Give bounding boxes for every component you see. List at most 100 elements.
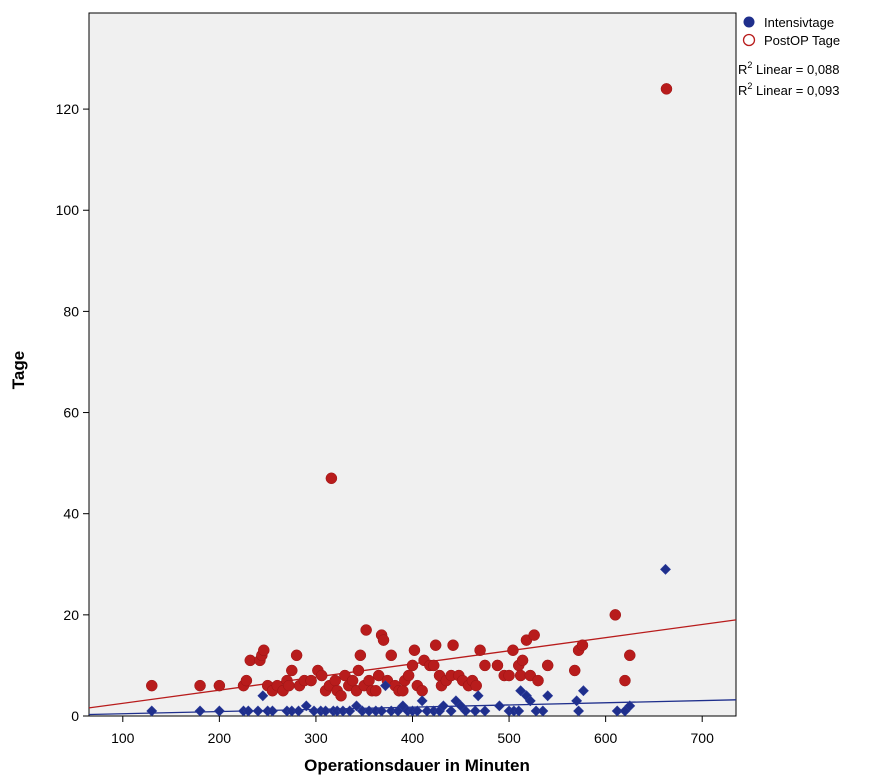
data-point-postop-tage	[541, 659, 554, 672]
data-point-intensivtage	[573, 705, 585, 717]
legend-marker-open-circle	[742, 33, 756, 47]
y-tick-label: 100	[56, 202, 80, 218]
x-axis: 100 200 300 400 500 600 700	[111, 716, 714, 746]
data-points	[146, 83, 673, 717]
x-axis-title: Operationsdauer in Minuten	[304, 756, 530, 775]
data-point-intensivtage	[624, 700, 636, 712]
data-point-intensivtage	[611, 705, 623, 717]
legend-label-1: Intensivtage	[764, 15, 834, 30]
data-point-postop-tage	[315, 669, 328, 682]
data-point-postop-tage	[447, 639, 459, 651]
data-point-intensivtage	[416, 695, 428, 707]
data-point-postop-tage	[354, 649, 367, 662]
data-point-intensivtage	[472, 690, 484, 702]
data-point-postop-tage	[479, 659, 491, 672]
data-point-intensivtage	[376, 705, 388, 717]
data-point-postop-tage	[360, 624, 372, 636]
y-tick-label: 20	[63, 607, 79, 623]
data-point-intensivtage	[445, 705, 457, 717]
data-point-intensivtage	[515, 685, 527, 697]
data-point-postop-tage	[286, 664, 298, 677]
data-point-intensivtage	[660, 563, 671, 575]
x-tick-label: 300	[304, 730, 328, 746]
data-point-intensivtage	[300, 700, 312, 712]
data-point-postop-tage	[244, 654, 257, 667]
y-tick-label: 40	[63, 506, 79, 522]
data-point-intensivtage	[194, 705, 206, 717]
data-point-postop-tage	[507, 644, 519, 657]
data-point-postop-tage	[406, 659, 419, 672]
data-point-intensivtage	[380, 680, 391, 692]
data-point-postop-tage	[470, 679, 482, 692]
r2-label-2: R2 Linear = 0,093	[738, 81, 840, 98]
data-point-intensivtage	[524, 695, 536, 707]
legend: Intensivtage PostOP Tage R2 Linear = 0,0…	[738, 15, 840, 98]
data-point-postop-tage	[427, 659, 440, 672]
data-point-postop-tage	[146, 679, 158, 692]
x-tick-label: 100	[111, 730, 135, 746]
data-point-intensivtage	[411, 705, 423, 717]
data-point-postop-tage	[194, 679, 206, 692]
data-point-postop-tage	[325, 472, 338, 485]
data-point-postop-tage	[363, 674, 375, 687]
data-point-postop-tage	[335, 690, 347, 702]
data-point-intensivtage	[437, 700, 449, 712]
data-point-intensivtage	[267, 705, 278, 717]
data-point-postop-tage	[397, 684, 409, 697]
data-point-intensivtage	[293, 705, 304, 717]
data-point-postop-tage	[240, 674, 253, 687]
data-point-intensivtage	[460, 705, 472, 717]
data-point-postop-tage	[283, 679, 295, 692]
data-point-postop-tage	[372, 669, 385, 682]
plot-area	[88, 12, 737, 717]
data-point-postop-tage	[385, 649, 398, 662]
data-point-intensivtage	[479, 705, 491, 717]
x-tick-label: 700	[691, 730, 715, 746]
data-point-postop-tage	[624, 649, 636, 662]
data-point-intensivtage	[513, 705, 525, 717]
y-tick-label: 0	[71, 708, 79, 724]
data-point-intensivtage	[146, 705, 158, 717]
legend-label-2: PostOP Tage	[764, 33, 840, 48]
data-point-postop-tage	[514, 669, 527, 682]
x-tick-label: 400	[401, 730, 425, 746]
data-point-intensivtage	[351, 700, 362, 712]
data-point-postop-tage	[377, 634, 390, 646]
data-point-postop-tage	[491, 659, 504, 672]
y-tick-label: 120	[56, 101, 80, 117]
x-tick-label: 600	[594, 730, 618, 746]
data-point-intensivtage	[542, 690, 554, 702]
data-point-intensivtage	[493, 700, 505, 712]
data-point-postop-tage	[474, 644, 486, 657]
data-point-postop-tage	[429, 639, 442, 651]
data-point-postop-tage	[503, 669, 515, 682]
data-point-postop-tage	[370, 684, 382, 697]
data-point-intensivtage	[257, 690, 269, 702]
data-point-postop-tage	[528, 629, 540, 641]
data-point-postop-tage	[408, 644, 421, 657]
data-point-intensivtage	[213, 705, 225, 717]
data-point-intensivtage	[252, 705, 264, 717]
data-point-postop-tage	[402, 669, 415, 682]
data-point-postop-tage	[516, 654, 529, 667]
y-tick-label: 80	[63, 303, 79, 319]
data-point-intensivtage	[577, 685, 589, 697]
data-point-postop-tage	[660, 83, 673, 95]
data-point-postop-tage	[352, 664, 365, 677]
legend-marker-filled-circle	[743, 16, 755, 28]
r2-label-1: R2 Linear = 0,088	[738, 60, 840, 77]
y-axis: 0 20 40 60 80 100 120	[56, 101, 89, 724]
data-point-postop-tage	[532, 674, 544, 687]
data-point-postop-tage	[416, 684, 428, 697]
y-tick-label: 60	[63, 405, 79, 421]
data-point-postop-tage	[568, 664, 581, 677]
data-point-intensivtage	[469, 705, 481, 717]
data-point-postop-tage	[213, 679, 226, 692]
data-point-intensivtage	[320, 705, 332, 717]
x-tick-label: 200	[208, 730, 232, 746]
data-point-intensivtage	[242, 705, 254, 717]
data-point-postop-tage	[329, 674, 341, 687]
data-point-intensivtage	[537, 705, 549, 717]
data-point-postop-tage	[258, 644, 270, 657]
